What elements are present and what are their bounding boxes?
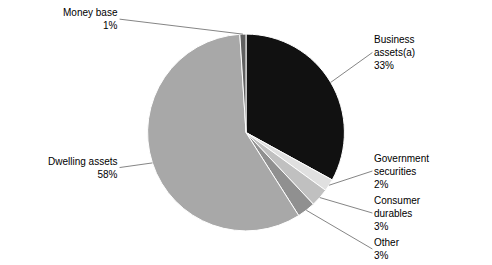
svg-text:Businessassets(a)33%: Businessassets(a)33%	[374, 34, 415, 71]
svg-text:Other3%: Other3%	[374, 237, 400, 261]
svg-text:Dwelling assets58%: Dwelling assets58%	[48, 156, 118, 180]
svg-text:Governmentsecurities2%: Governmentsecurities2%	[374, 153, 429, 190]
svg-text:Money base1%: Money base1%	[63, 7, 118, 31]
svg-text:Consumerdurables3%: Consumerdurables3%	[374, 195, 421, 232]
